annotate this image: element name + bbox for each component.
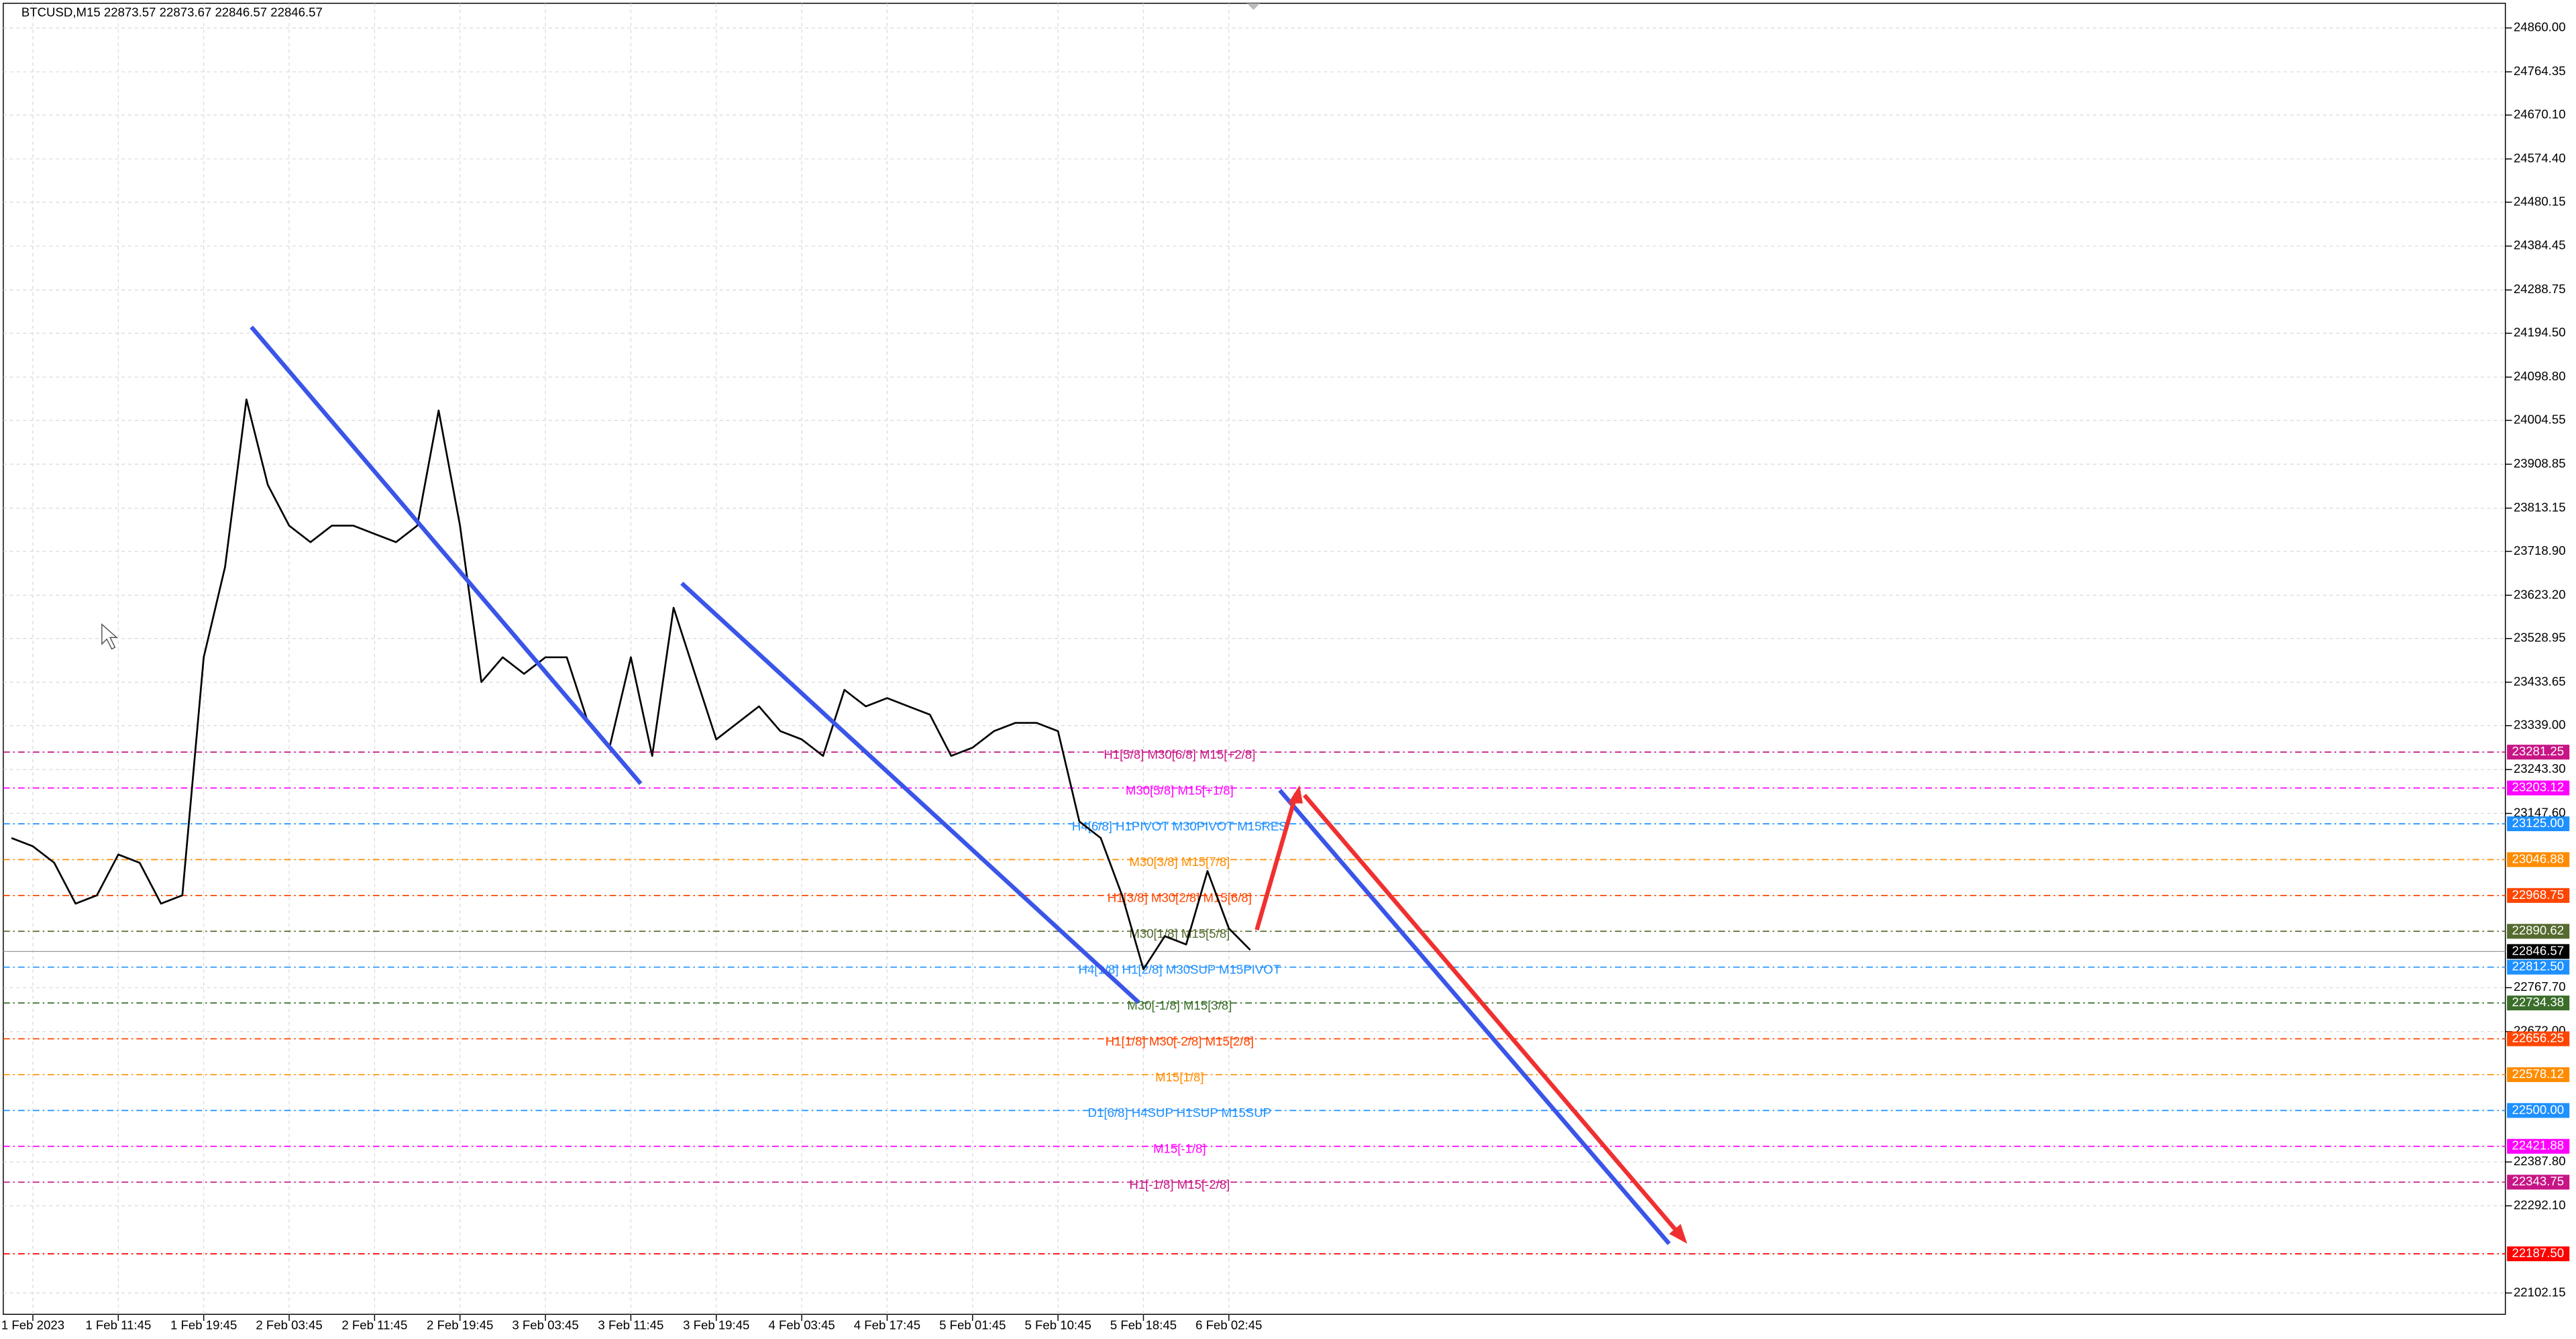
axes: 24860.00 24764.35 24670.10 24574.40 24480.15… bbox=[1, 20, 2570, 1332]
series bbox=[11, 398, 1251, 971]
x-tick-label: 5 Feb 10:45 bbox=[1024, 1318, 1091, 1332]
level-label: H4[6/8] H1PIVOT M30PIVOT M15RES bbox=[1072, 819, 1287, 833]
y-tick-label: 24480.15 bbox=[2514, 194, 2566, 208]
x-tick-label: 1 Feb 11:45 bbox=[85, 1318, 151, 1332]
price-box-label: 22578.12 bbox=[2512, 1067, 2564, 1081]
x-tick-label: 1 Feb 2023 bbox=[1, 1318, 64, 1332]
y-tick-label: 22387.80 bbox=[2514, 1154, 2566, 1168]
price-box bbox=[2507, 888, 2570, 903]
price-box-label: 22656.25 bbox=[2512, 1030, 2564, 1045]
level-label: D1[6/8] H4SUP H1SUP M15SUP bbox=[1088, 1106, 1271, 1120]
y-tick-label: 23718.90 bbox=[2514, 543, 2566, 557]
price-box-label: 23046.88 bbox=[2512, 851, 2564, 865]
price-box-label: 23203.12 bbox=[2512, 780, 2564, 794]
level-label: M30[5/8] M15[+1/8] bbox=[1126, 783, 1234, 797]
x-tick-label: 3 Feb 11:45 bbox=[598, 1318, 663, 1332]
level-label: H1[5/8] M30[6/8] M15[+2/8] bbox=[1104, 747, 1255, 761]
trend-line bbox=[1278, 788, 1671, 1245]
scroll-marker bbox=[1246, 3, 1260, 10]
price-box bbox=[2507, 924, 2570, 939]
x-tick-label: 2 Feb 11:45 bbox=[341, 1318, 407, 1332]
y-tick-label: 23623.20 bbox=[2514, 587, 2566, 601]
price-box bbox=[2507, 745, 2570, 760]
y-tick-label: 23813.15 bbox=[2514, 500, 2566, 514]
y-tick-label: 22292.10 bbox=[2514, 1197, 2566, 1212]
level-label: H1[-1/8] M15[-2/8] bbox=[1129, 1177, 1230, 1191]
y-tick-label: 22102.15 bbox=[2514, 1285, 2566, 1299]
y-tick-label: 24670.10 bbox=[2514, 107, 2566, 121]
price-box bbox=[2507, 1138, 2570, 1154]
y-tick-label: 23908.85 bbox=[2514, 456, 2566, 470]
price-box-label: 22343.75 bbox=[2512, 1174, 2564, 1188]
arrow-line bbox=[1254, 793, 1299, 931]
price-box-label: 22812.50 bbox=[2512, 959, 2564, 973]
x-tick-label: 5 Feb 18:45 bbox=[1110, 1318, 1177, 1332]
x-tick-label: 6 Feb 02:45 bbox=[1195, 1318, 1262, 1332]
price-box-label: 23281.25 bbox=[2512, 744, 2564, 758]
price-box bbox=[2507, 1246, 2570, 1262]
y-tick-label: 24574.40 bbox=[2514, 151, 2566, 165]
x-tick-label: 1 Feb 19:45 bbox=[170, 1318, 237, 1332]
arrow-head bbox=[1288, 785, 1303, 804]
y-tick-label: 24860.00 bbox=[2514, 20, 2566, 34]
price-box bbox=[2507, 996, 2570, 1011]
level-label: M30[-1/8] M15[3/8] bbox=[1127, 998, 1232, 1012]
level-label: M30[3/8] M15[7/8] bbox=[1129, 855, 1230, 869]
y-tick-label: 24384.45 bbox=[2514, 238, 2566, 252]
price-box-label: 22500.00 bbox=[2512, 1102, 2564, 1116]
price-box-label: 23125.00 bbox=[2512, 816, 2564, 830]
price-box bbox=[2507, 816, 2570, 832]
y-tick-label: 22767.70 bbox=[2514, 979, 2566, 994]
trend-drawings bbox=[250, 325, 1688, 1245]
price-box bbox=[2507, 944, 2570, 959]
y-tick-label: 24194.50 bbox=[2514, 325, 2566, 339]
level-label: H1[3/8] M30[2/8] M15[6/8] bbox=[1108, 891, 1252, 905]
price-box-label: 22890.62 bbox=[2512, 923, 2564, 937]
y-tick-label: 24098.80 bbox=[2514, 369, 2566, 383]
price-box bbox=[2507, 1067, 2570, 1082]
level-label: M30[1/8] M15[5/8] bbox=[1129, 926, 1230, 941]
price-box bbox=[2507, 959, 2570, 975]
arrow-line bbox=[1303, 794, 1681, 1236]
level-label: M15[1/8] bbox=[1155, 1070, 1203, 1084]
x-tick-label: 4 Feb 03:45 bbox=[768, 1318, 835, 1332]
x-tick-label: 3 Feb 03:45 bbox=[512, 1318, 578, 1332]
y-tick-label: 24004.55 bbox=[2514, 413, 2566, 427]
trend-line bbox=[680, 582, 1140, 1004]
mouse-cursor bbox=[101, 623, 118, 650]
y-tick-label: 23147.60 bbox=[2514, 805, 2566, 819]
y-tick-label: 23243.30 bbox=[2514, 761, 2566, 775]
x-tick-label: 5 Feb 01:45 bbox=[939, 1318, 1006, 1332]
y-tick-label: 23433.65 bbox=[2514, 674, 2566, 688]
price-box bbox=[2507, 1103, 2570, 1118]
price-box-label: 22187.50 bbox=[2512, 1246, 2564, 1260]
level-label: H4[1/8] H1[2/8] M30SUP M15PIVOT bbox=[1079, 962, 1281, 976]
price-box bbox=[2507, 852, 2570, 867]
x-tick-label: 2 Feb 19:45 bbox=[427, 1318, 493, 1332]
levels: H1[5/8] M30[6/8] M15[+2/8] M30[5/8] M15[+… bbox=[3, 747, 2506, 1254]
trend-line bbox=[250, 325, 643, 786]
level-label: H1[1/8] M30[-2/8] M15[2/8] bbox=[1106, 1034, 1254, 1048]
price-box bbox=[2507, 780, 2570, 796]
y-tick-label: 23339.00 bbox=[2514, 718, 2566, 732]
price-box-label: 22421.88 bbox=[2512, 1138, 2564, 1153]
price-box bbox=[2507, 1175, 2570, 1190]
price-box-label: 22968.75 bbox=[2512, 888, 2564, 902]
price-box-label: 22846.57 bbox=[2512, 943, 2564, 957]
arrow-head bbox=[1669, 1224, 1688, 1244]
y-tick-label: 23528.95 bbox=[2514, 631, 2566, 645]
x-tick-label: 4 Feb 17:45 bbox=[854, 1318, 920, 1332]
y-tick-label: 24288.75 bbox=[2514, 282, 2566, 296]
y-tick-label: 24764.35 bbox=[2514, 64, 2566, 78]
price-box-label: 22734.38 bbox=[2512, 995, 2564, 1009]
x-tick-label: 3 Feb 19:45 bbox=[683, 1318, 749, 1332]
level-label: M15[-1/8] bbox=[1153, 1142, 1206, 1156]
x-tick-label: 2 Feb 03:45 bbox=[256, 1318, 322, 1332]
price-line bbox=[11, 398, 1251, 971]
price-box bbox=[2507, 1031, 2570, 1047]
chart-title: BTCUSD,M15 22873.57 22873.67 22846.57 22… bbox=[21, 5, 323, 19]
